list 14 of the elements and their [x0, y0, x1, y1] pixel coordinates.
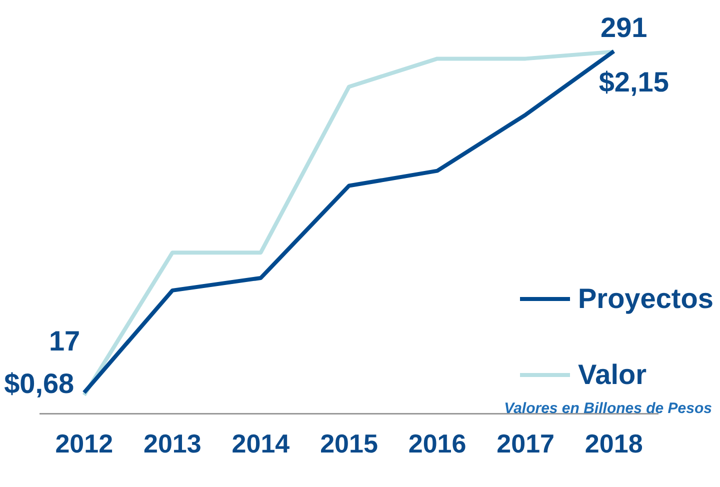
data-label: 291: [600, 12, 648, 43]
legend-label: Proyectos: [578, 283, 714, 315]
legend-label: Valor: [578, 359, 646, 391]
x-tick-label: 2012: [55, 428, 114, 459]
x-tick-label: 2018: [584, 428, 643, 459]
text: Valores en Billones de Pesos: [504, 400, 712, 417]
x-tick-label: 2015: [320, 428, 378, 459]
data-label: $2,15: [598, 66, 669, 98]
x-tick-label: 2013: [144, 428, 202, 459]
data-label: 17: [48, 325, 80, 356]
x-tick-label: 2017: [496, 428, 554, 459]
data-label: $0,68: [4, 368, 74, 399]
x-tick-label: 2014: [232, 428, 290, 459]
x-tick-label: 2016: [408, 428, 466, 459]
